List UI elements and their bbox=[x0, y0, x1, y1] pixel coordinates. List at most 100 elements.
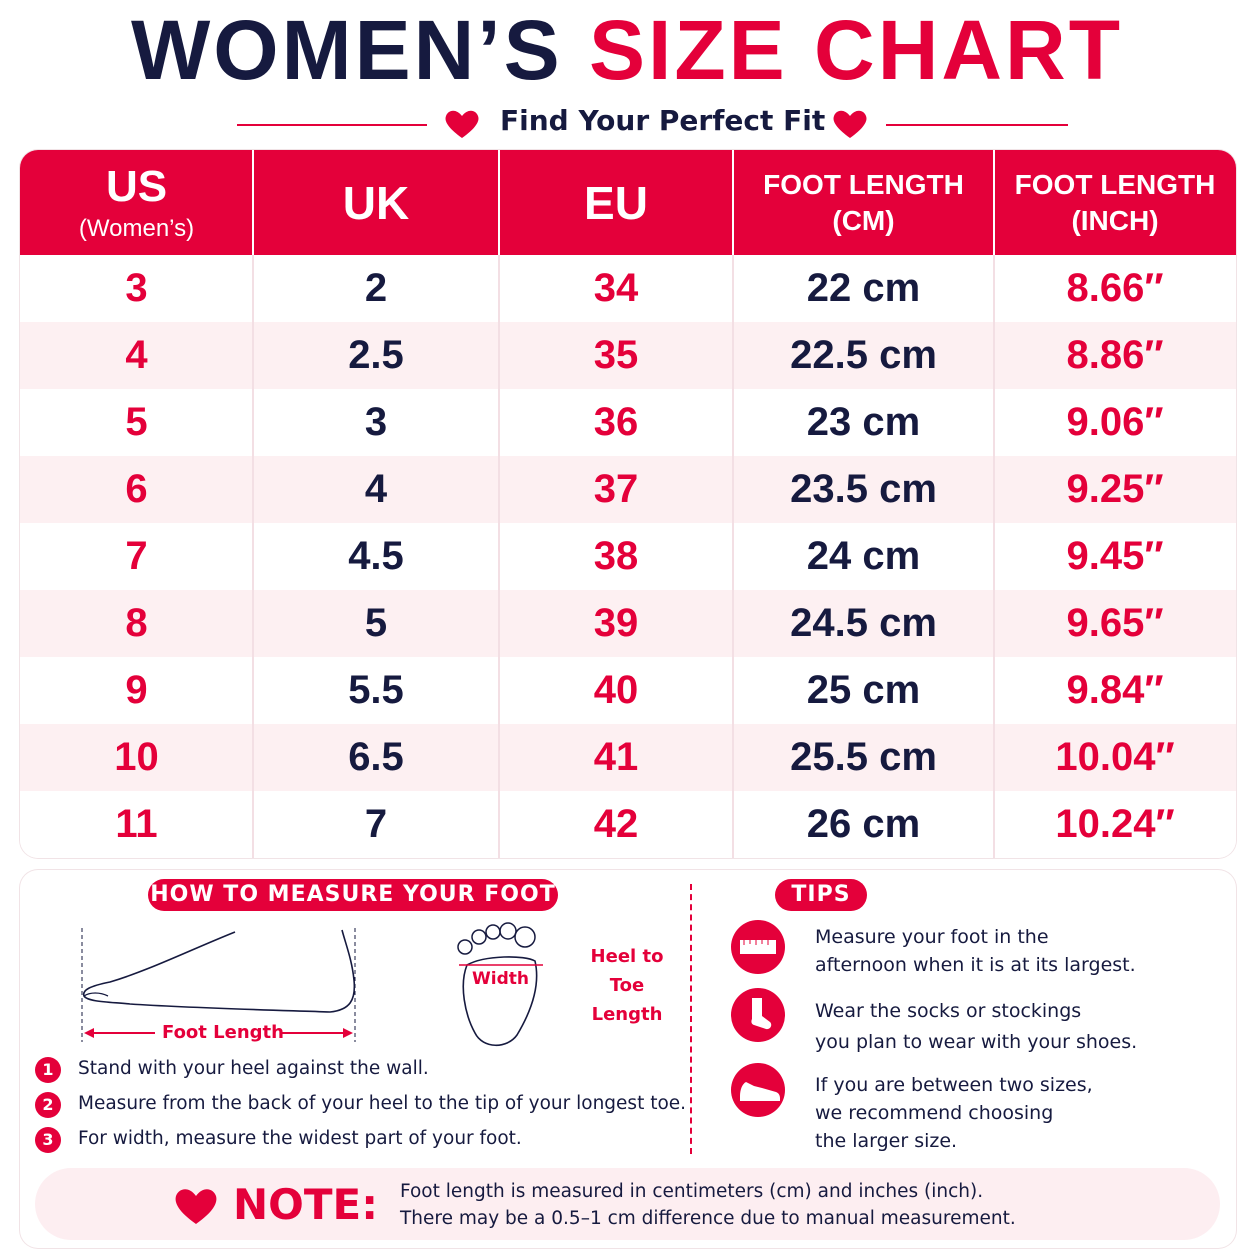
table-cell: 6 bbox=[125, 467, 148, 511]
step-text: Measure from the back of your heel to th… bbox=[78, 1093, 687, 1114]
note-label: NOTE: bbox=[233, 1180, 378, 1229]
section-title: TIPS bbox=[775, 879, 867, 911]
divider bbox=[237, 124, 427, 126]
table-cell: 10 bbox=[114, 735, 159, 779]
table-cell: 3 bbox=[125, 266, 148, 310]
column-separator bbox=[498, 150, 500, 858]
tip: If you are between two sizes, we recommen… bbox=[815, 1071, 1093, 1155]
column-separator bbox=[993, 150, 995, 858]
table-cell: 22 cm bbox=[806, 266, 921, 310]
size-table: 3 2 34 22 cm 8.66″ 4 2.5 35 22.5 cm 8.86″ 5 3 36 23 c… bbox=[20, 150, 1236, 858]
note-box bbox=[35, 1168, 1220, 1240]
label-line: Heel to bbox=[590, 946, 664, 967]
table-cell: 9.06″ bbox=[1066, 400, 1164, 444]
title: WOMEN’S SIZE CHART bbox=[0, 2, 1254, 99]
label-line: Length bbox=[591, 1004, 663, 1025]
note-line: Foot length is measured in centimeters (… bbox=[400, 1181, 984, 1202]
column-separator bbox=[732, 150, 734, 255]
table-cell: 2 bbox=[364, 266, 388, 310]
table-cell: 23 cm bbox=[806, 400, 921, 444]
table-row bbox=[20, 657, 1236, 724]
tip-line: the larger size. bbox=[815, 1130, 958, 1152]
column-separator bbox=[732, 150, 734, 858]
table-row bbox=[20, 389, 1236, 456]
subtitle: Find Your Perfect Fit bbox=[500, 104, 826, 137]
table-cell: 2.5 bbox=[348, 333, 404, 377]
table-row bbox=[20, 255, 1236, 322]
header-text: (INCH) bbox=[1071, 204, 1159, 236]
table-cell: 37 bbox=[593, 467, 639, 511]
heel-to-toe-label: Heel to Toe Length bbox=[586, 942, 668, 1029]
table-cell: 7 bbox=[125, 534, 148, 578]
column-separator bbox=[498, 150, 500, 255]
table-cell: 38 bbox=[593, 534, 639, 578]
header-text: FOOT LENGTH bbox=[763, 168, 964, 200]
table-cell: 22.5 cm bbox=[790, 333, 937, 377]
tip-line: we recommend choosing bbox=[815, 1102, 1054, 1124]
table-cell: 9.84″ bbox=[1066, 668, 1164, 712]
header-cell: EU bbox=[499, 150, 733, 255]
step-number: 2 bbox=[35, 1092, 61, 1118]
header-text: EU bbox=[584, 176, 648, 229]
table-row bbox=[20, 791, 1236, 858]
table-cell: 4 bbox=[125, 333, 148, 377]
divider bbox=[690, 884, 692, 1154]
table-cell: 3 bbox=[364, 400, 388, 444]
table-cell: 39 bbox=[593, 601, 639, 645]
tip: Measure your foot in the afternoon when i… bbox=[815, 923, 1136, 979]
title-dark: WOMEN’S bbox=[131, 3, 563, 97]
header-cell: UK bbox=[253, 150, 499, 255]
label: Foot Length bbox=[162, 1022, 284, 1043]
header-text: FOOT LENGTH bbox=[1014, 168, 1216, 200]
table-cell: 23.5 cm bbox=[790, 467, 937, 511]
table-cell: 35 bbox=[593, 333, 639, 377]
column-separator bbox=[252, 150, 254, 858]
divider bbox=[886, 124, 1068, 126]
table-cell: 9.45″ bbox=[1066, 534, 1164, 578]
tip-line: afternoon when it is at its largest. bbox=[815, 954, 1136, 976]
table-cell: 9 bbox=[125, 668, 148, 712]
table-row bbox=[20, 523, 1236, 590]
table-cell: 4.5 bbox=[348, 534, 404, 578]
table-cell: 40 bbox=[593, 668, 639, 712]
table-cell: 6.5 bbox=[348, 735, 404, 779]
table-cell: 7 bbox=[364, 802, 388, 846]
header-text: UK bbox=[342, 176, 410, 229]
header-text: US bbox=[105, 161, 168, 211]
heart-icon bbox=[445, 110, 479, 138]
table-cell: 26 cm bbox=[806, 802, 921, 846]
heart-icon bbox=[833, 110, 867, 138]
step-number: 1 bbox=[35, 1057, 61, 1083]
table-cell: 11 bbox=[115, 802, 158, 846]
table-cell: 5 bbox=[125, 400, 148, 444]
table-cell: 24.5 cm bbox=[790, 601, 937, 645]
table-cell: 36 bbox=[593, 400, 639, 444]
tip: Wear the socks or stockings you plan to w… bbox=[815, 996, 1137, 1058]
header-cell: US (Women’s) bbox=[20, 150, 253, 255]
table-cell: 8.66″ bbox=[1066, 266, 1164, 310]
table-cell: 8.86″ bbox=[1066, 333, 1164, 377]
header-text: (CM) bbox=[832, 204, 895, 236]
tip-line: Measure your foot in the bbox=[815, 926, 1049, 948]
table-cell: 41 bbox=[593, 735, 639, 779]
table-cell: 4 bbox=[364, 467, 388, 511]
table-cell: 25 cm bbox=[806, 668, 921, 712]
table-cell: 42 bbox=[593, 802, 639, 846]
tip-icons bbox=[731, 920, 785, 1117]
label: Width bbox=[472, 969, 529, 989]
table-cell: 8 bbox=[125, 601, 148, 645]
table-row bbox=[20, 456, 1236, 523]
note-line: There may be a 0.5–1 cm difference due t… bbox=[400, 1208, 1016, 1229]
column-separator bbox=[252, 150, 254, 255]
table-cell: 9.65″ bbox=[1066, 601, 1164, 645]
table-row bbox=[20, 590, 1236, 657]
table-row bbox=[20, 724, 1236, 791]
table-cell: 24 cm bbox=[806, 534, 921, 578]
heart-icon bbox=[175, 1189, 217, 1224]
footprint-drawing bbox=[457, 922, 543, 1047]
table-cell: 10.04″ bbox=[1055, 735, 1175, 779]
header-text: (Women’s) bbox=[78, 214, 195, 242]
table-cell: 9.25″ bbox=[1066, 467, 1164, 511]
foot-side-drawing bbox=[81, 928, 356, 1042]
